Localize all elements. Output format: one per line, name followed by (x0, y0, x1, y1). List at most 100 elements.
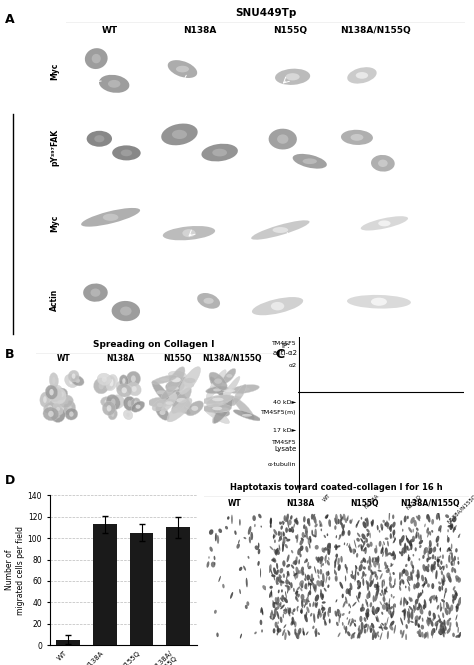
Ellipse shape (436, 595, 438, 602)
Ellipse shape (170, 376, 194, 387)
Ellipse shape (417, 569, 419, 578)
Ellipse shape (376, 559, 379, 565)
Ellipse shape (400, 520, 402, 525)
Ellipse shape (328, 519, 331, 527)
Ellipse shape (167, 398, 192, 422)
Ellipse shape (404, 546, 406, 554)
Ellipse shape (380, 601, 382, 605)
Ellipse shape (313, 516, 317, 524)
Ellipse shape (407, 611, 410, 620)
Ellipse shape (375, 616, 378, 622)
Ellipse shape (203, 404, 231, 413)
Ellipse shape (402, 529, 403, 532)
Ellipse shape (52, 391, 57, 398)
Ellipse shape (438, 525, 442, 531)
Ellipse shape (306, 559, 308, 563)
Ellipse shape (357, 632, 361, 638)
Ellipse shape (403, 597, 405, 606)
Ellipse shape (318, 575, 319, 579)
Ellipse shape (258, 549, 260, 555)
Ellipse shape (280, 616, 283, 623)
Ellipse shape (373, 561, 376, 567)
Ellipse shape (381, 612, 383, 615)
Ellipse shape (91, 54, 101, 63)
Ellipse shape (100, 397, 113, 407)
Ellipse shape (328, 577, 330, 581)
Ellipse shape (310, 613, 312, 616)
Ellipse shape (115, 399, 119, 405)
Ellipse shape (176, 66, 189, 72)
Ellipse shape (418, 602, 420, 608)
Ellipse shape (441, 571, 443, 575)
Ellipse shape (418, 515, 420, 520)
Ellipse shape (270, 518, 272, 524)
Ellipse shape (111, 412, 114, 417)
Ellipse shape (434, 547, 436, 552)
Ellipse shape (359, 616, 363, 622)
Ellipse shape (111, 398, 116, 406)
Ellipse shape (437, 543, 438, 547)
Ellipse shape (352, 571, 353, 575)
Ellipse shape (401, 570, 403, 575)
Ellipse shape (246, 601, 249, 606)
Ellipse shape (304, 583, 307, 589)
Ellipse shape (282, 544, 284, 552)
Ellipse shape (413, 605, 415, 610)
Ellipse shape (384, 551, 388, 557)
Ellipse shape (400, 540, 401, 546)
Ellipse shape (410, 620, 414, 623)
Ellipse shape (406, 535, 408, 540)
Ellipse shape (314, 523, 318, 527)
Ellipse shape (301, 537, 303, 541)
Ellipse shape (291, 550, 293, 553)
Ellipse shape (449, 523, 453, 530)
Ellipse shape (273, 535, 276, 538)
Ellipse shape (454, 561, 455, 566)
Ellipse shape (386, 521, 389, 529)
Ellipse shape (210, 547, 213, 552)
Ellipse shape (174, 373, 181, 376)
Ellipse shape (278, 589, 280, 593)
Ellipse shape (280, 531, 283, 537)
Ellipse shape (456, 621, 458, 628)
Ellipse shape (361, 533, 366, 539)
Ellipse shape (203, 406, 229, 424)
Ellipse shape (360, 559, 364, 564)
Ellipse shape (295, 596, 297, 600)
Ellipse shape (450, 518, 452, 526)
Ellipse shape (283, 521, 284, 525)
Ellipse shape (418, 573, 419, 583)
Ellipse shape (360, 629, 362, 635)
Ellipse shape (366, 624, 369, 632)
Ellipse shape (382, 543, 383, 553)
Ellipse shape (442, 579, 446, 582)
Ellipse shape (369, 580, 373, 587)
Ellipse shape (152, 375, 177, 384)
Ellipse shape (346, 567, 348, 571)
Ellipse shape (282, 541, 285, 547)
Ellipse shape (454, 568, 456, 573)
Ellipse shape (381, 589, 383, 593)
Ellipse shape (177, 380, 186, 383)
Ellipse shape (43, 396, 46, 403)
Ellipse shape (260, 607, 262, 613)
Ellipse shape (413, 520, 417, 527)
Ellipse shape (392, 515, 394, 519)
Ellipse shape (338, 534, 342, 540)
Ellipse shape (251, 220, 310, 239)
Ellipse shape (230, 384, 259, 394)
Ellipse shape (75, 378, 80, 383)
Ellipse shape (334, 545, 337, 548)
Ellipse shape (385, 547, 388, 554)
Ellipse shape (392, 572, 395, 575)
Ellipse shape (447, 547, 450, 552)
Ellipse shape (219, 410, 225, 414)
Ellipse shape (231, 515, 233, 524)
Ellipse shape (393, 596, 395, 598)
Ellipse shape (269, 128, 297, 150)
Ellipse shape (401, 597, 402, 606)
Ellipse shape (407, 579, 410, 586)
Ellipse shape (441, 599, 445, 602)
Ellipse shape (337, 558, 340, 565)
Ellipse shape (359, 582, 361, 588)
